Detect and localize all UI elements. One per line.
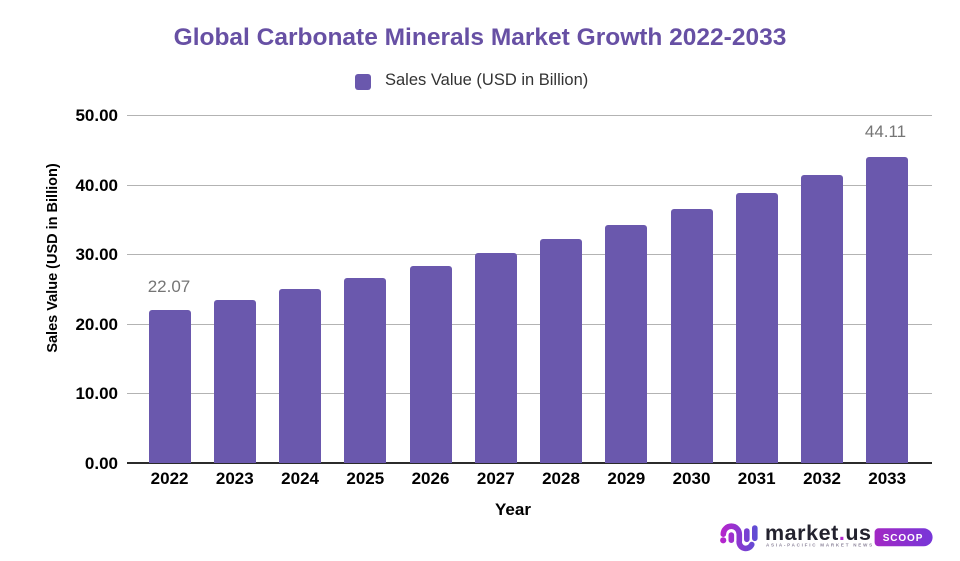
svg-text:market.us: market.us	[765, 521, 872, 545]
svg-text:SCOOP: SCOOP	[883, 533, 924, 544]
svg-text:ASIA-PACIFIC MARKET NEWS: ASIA-PACIFIC MARKET NEWS	[766, 543, 874, 548]
